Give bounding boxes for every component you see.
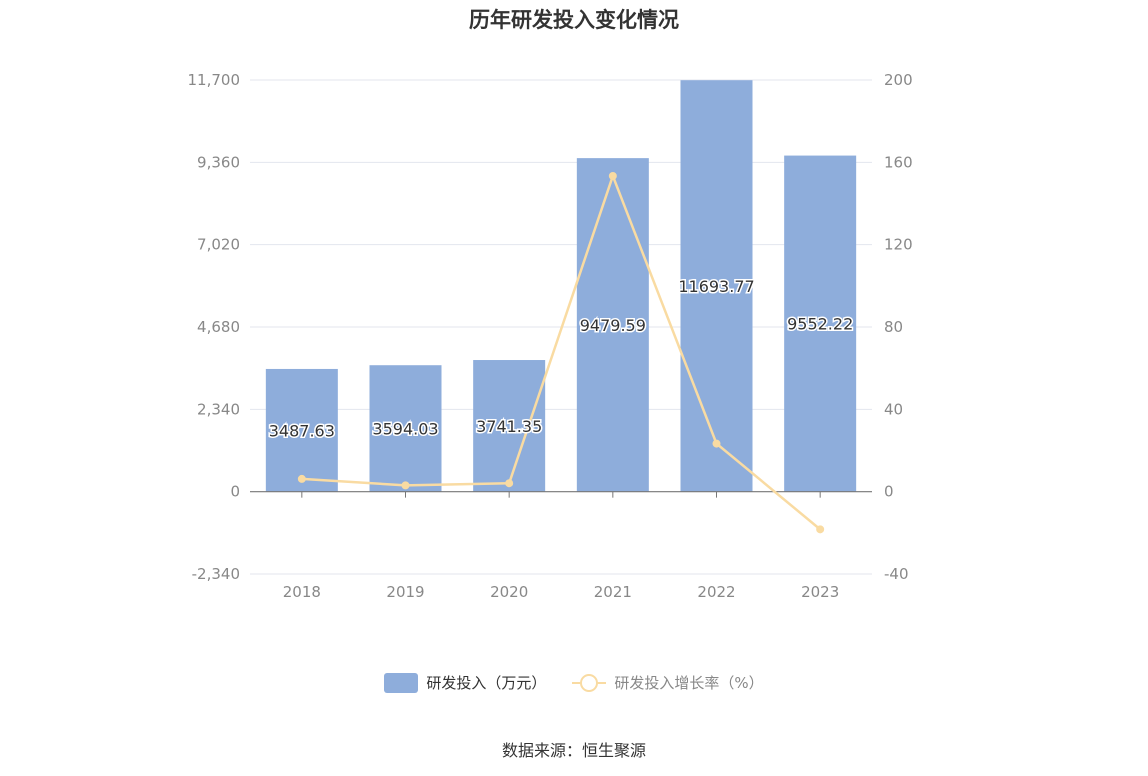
y-right-tick-label: 0 <box>884 483 894 501</box>
growth-point-2020[interactable] <box>505 479 514 488</box>
chart-title: 历年研发投入变化情况 <box>469 8 679 32</box>
chart-plot: -2,340 0 2,340 4,680 7,020 9,360 11,700 -40 0 40 8… <box>188 71 913 601</box>
y-left-tick-label: 4,680 <box>197 318 240 336</box>
y-right-tick-label: 120 <box>884 236 913 254</box>
legend: 研发投入（万元） 研发投入增长率（%） <box>0 672 1148 693</box>
y-left-tick-label: 9,360 <box>197 153 240 171</box>
bar-2019[interactable] <box>369 365 442 492</box>
y-right-tick-label: 80 <box>884 318 903 336</box>
bar-series <box>265 80 857 492</box>
x-tick-label-2018: 2018 <box>283 583 321 601</box>
data-source: 数据来源：恒生聚源 <box>501 741 646 760</box>
x-tick-label-2023: 2023 <box>801 583 839 601</box>
x-tick-label-2019: 2019 <box>386 583 424 601</box>
bar-2021[interactable] <box>576 158 649 492</box>
y-left-tick-label: 2,340 <box>197 400 240 418</box>
legend-bar-label: 研发投入（万元） <box>426 674 547 692</box>
y-right-tick-label: 40 <box>884 400 903 418</box>
x-tick-label-2022: 2022 <box>697 583 735 601</box>
bar-2022[interactable] <box>680 80 753 492</box>
y-right-tick-label: 200 <box>884 71 913 89</box>
bar-value-label-2023: 9552.22 <box>787 315 853 334</box>
y-left-tick-label: 11,700 <box>188 71 241 89</box>
legend-bar-swatch <box>384 672 419 693</box>
y-left-tick-label: -2,340 <box>192 565 240 583</box>
y-left-tick-label: 7,020 <box>197 236 240 254</box>
y-left-tick-label: 0 <box>230 483 240 501</box>
bar-2018[interactable] <box>265 368 338 492</box>
bar-data-labels: 3487.63 3594.03 3741.35 9479.59 11693.77 9552… <box>267 275 855 441</box>
legend-item-line[interactable]: 研发投入增长率（%） <box>572 672 764 693</box>
growth-rate-line <box>301 172 821 531</box>
bar-value-label-2021: 9479.59 <box>580 316 646 335</box>
growth-point-2019[interactable] <box>401 481 410 490</box>
line-series <box>297 171 825 534</box>
growth-point-2022[interactable] <box>712 439 721 448</box>
growth-point-2021[interactable] <box>608 171 617 180</box>
legend-line-label: 研发投入增长率（%） <box>614 674 764 692</box>
legend-item-bar[interactable]: 研发投入（万元） <box>384 672 546 693</box>
legend-line-swatch <box>572 673 607 693</box>
bar-2023[interactable] <box>784 155 857 492</box>
growth-point-2018[interactable] <box>297 474 306 483</box>
bar-2020[interactable] <box>473 360 546 492</box>
axes: -2,340 0 2,340 4,680 7,020 9,360 11,700 -40 0 40 8… <box>188 71 913 601</box>
x-tick-label-2021: 2021 <box>594 583 632 601</box>
bar-value-label-2022: 11693.77 <box>678 277 754 296</box>
bar-value-label-2020: 3741.35 <box>476 417 542 436</box>
growth-point-2023[interactable] <box>816 525 825 534</box>
y-right-tick-label: -40 <box>884 565 909 583</box>
bar-value-label-2018: 3487.63 <box>269 421 335 440</box>
y-right-tick-label: 160 <box>884 153 913 171</box>
x-tick-label-2020: 2020 <box>490 583 528 601</box>
bar-value-label-2019: 3594.03 <box>372 419 438 438</box>
